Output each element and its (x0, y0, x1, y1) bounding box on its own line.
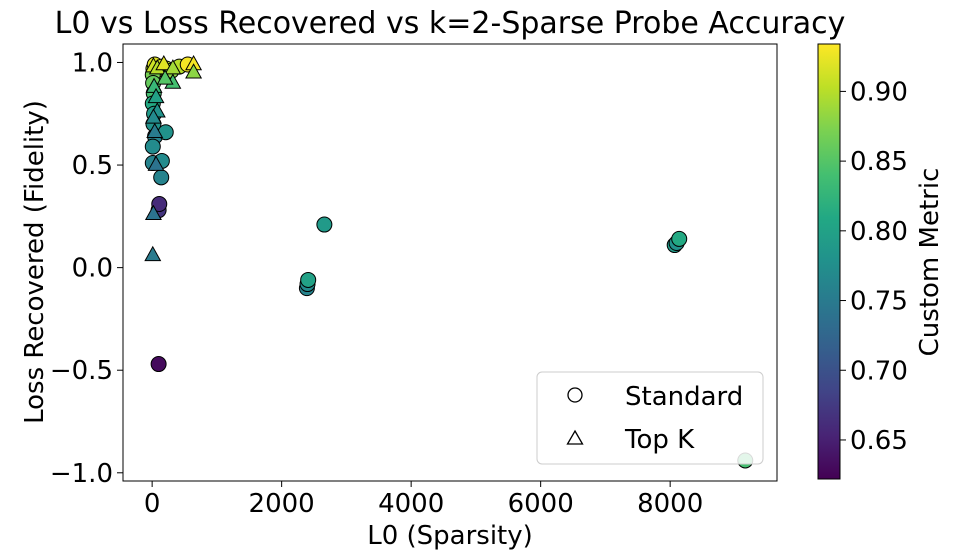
legend-label-topk: Top K (624, 425, 695, 455)
legend-label-standard: Standard (625, 382, 743, 412)
colorbar-gradient (817, 43, 841, 480)
standard-point (153, 169, 170, 186)
colorbar-label: Custom Metric (915, 168, 945, 357)
topk-point (144, 245, 162, 262)
x-axis-ticks: 0 2000 4000 6000 8000 (144, 481, 703, 519)
y-tick-label: −0.5 (50, 356, 113, 386)
x-tick-label: 4000 (378, 489, 444, 519)
colorbar-tick-label: 0.85 (850, 147, 908, 177)
colorbar-tick-label: 0.90 (850, 77, 908, 107)
x-tick-label: 8000 (637, 489, 703, 519)
topk-point (144, 108, 162, 124)
standard-point (144, 138, 161, 155)
data-points (144, 54, 754, 469)
chart-title: L0 vs Loss Recovered vs k=2-Sparse Probe… (55, 6, 846, 41)
topk-point (144, 204, 162, 221)
x-tick-label: 0 (144, 489, 161, 519)
legend-triangle-marker (566, 429, 584, 445)
legend-circle-marker (567, 387, 583, 403)
plot-area-frame (122, 43, 778, 482)
x-tick-label: 2000 (249, 489, 315, 519)
topk-point (147, 87, 165, 104)
standard-point (316, 216, 333, 233)
standard-point (150, 356, 167, 373)
standard-point (671, 230, 688, 247)
y-tick-label: 0.5 (72, 151, 113, 181)
colorbar-tick-label: 0.80 (850, 217, 908, 247)
topk-point (155, 54, 173, 71)
colorbar-ticks: 0.65 0.70 0.75 0.80 0.85 0.90 (840, 77, 908, 456)
standard-point (151, 196, 168, 213)
colorbar-tick-label: 0.75 (850, 287, 908, 317)
y-axis-label: Loss Recovered (Fidelity) (20, 100, 50, 424)
colorbar-tick-label: 0.65 (850, 426, 908, 456)
topk-point (185, 63, 203, 79)
x-tick-label: 6000 (508, 489, 574, 519)
y-axis-ticks: −1.0 −0.5 0.0 0.5 1.0 (50, 48, 123, 489)
legend-box (536, 371, 764, 465)
topk-point (147, 155, 165, 171)
y-tick-label: −1.0 (50, 459, 113, 489)
colorbar: 0.65 0.70 0.75 0.80 0.85 0.90 Custom Metric (817, 43, 945, 480)
colorbar-tick-label: 0.70 (850, 356, 908, 386)
topk-point (146, 122, 164, 138)
y-tick-label: 0.0 (72, 254, 113, 284)
y-tick-label: 1.0 (72, 48, 113, 78)
standard-point (300, 271, 317, 288)
legend: Standard Top K (536, 371, 764, 465)
x-axis-label: L0 (Sparsity) (367, 521, 533, 551)
topk-point (156, 69, 174, 85)
